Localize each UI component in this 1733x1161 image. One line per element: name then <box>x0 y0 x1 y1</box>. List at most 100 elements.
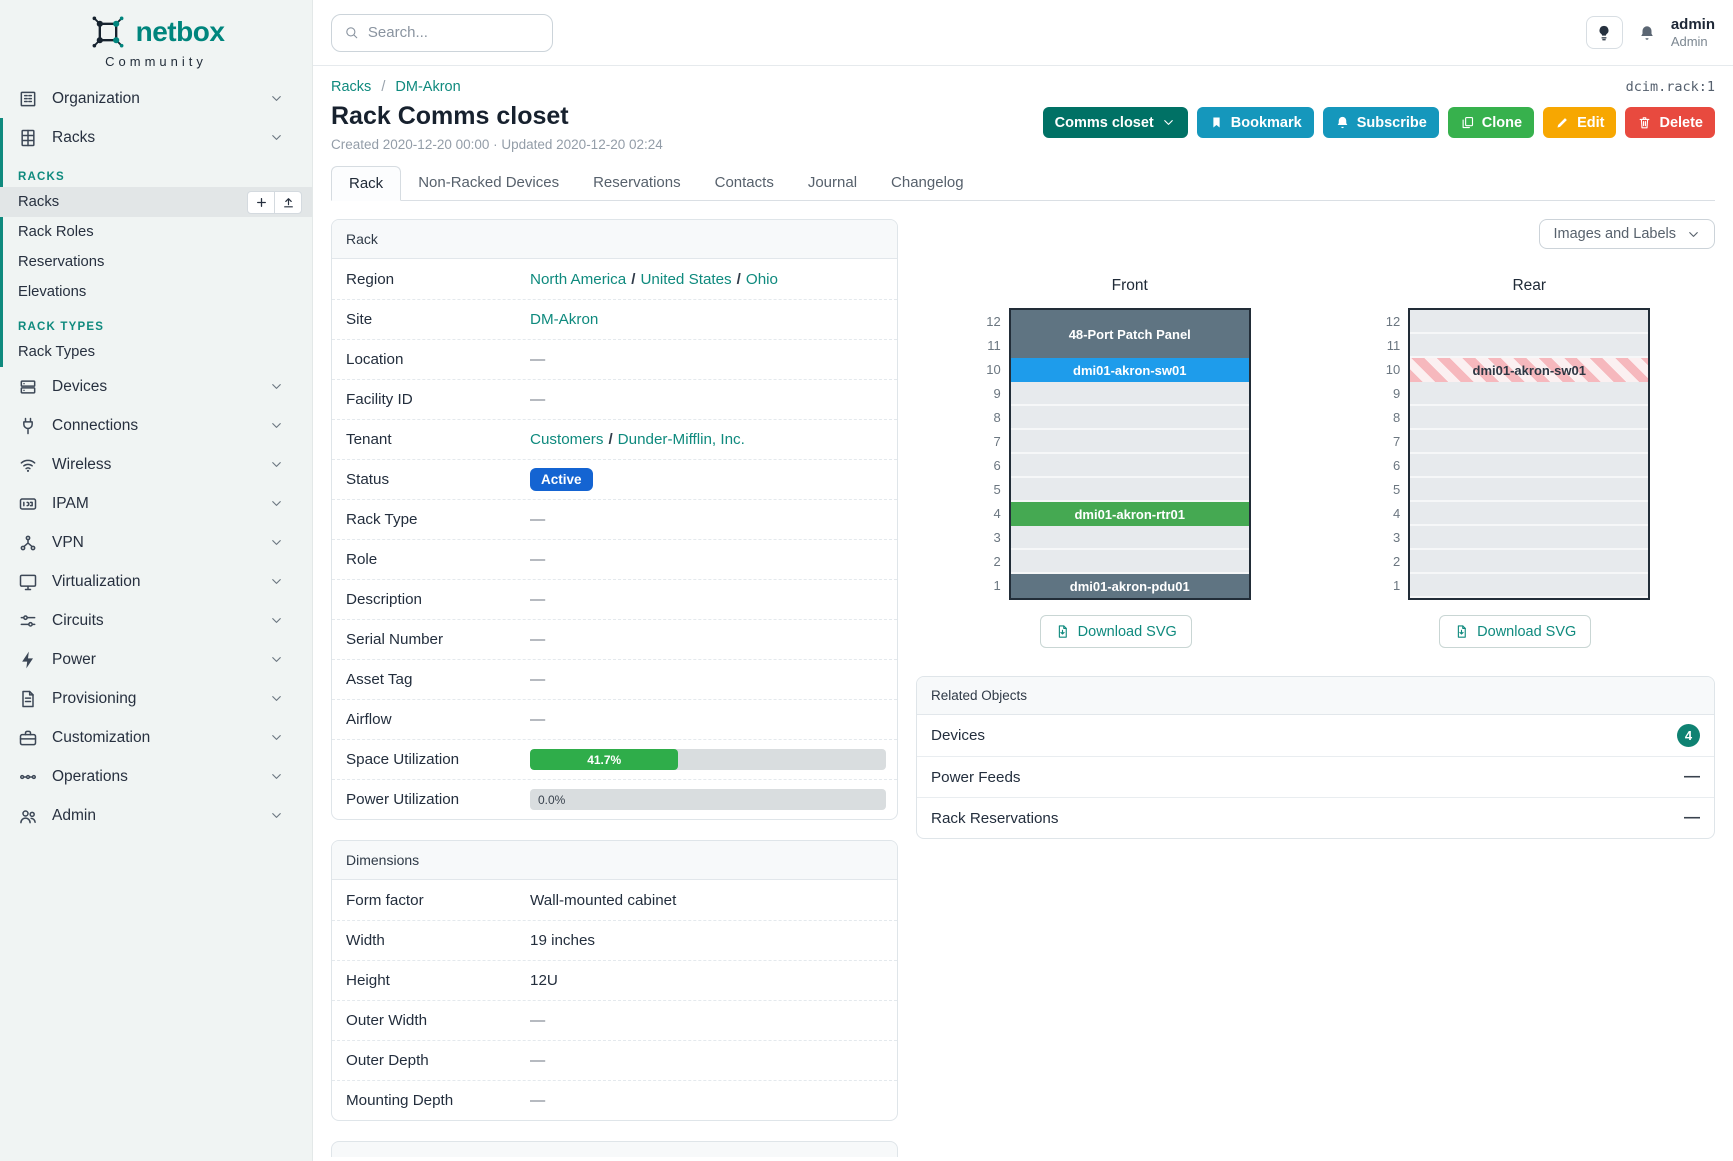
rack-unit-device[interactable]: dmi01-akron-sw01 <box>1410 358 1649 382</box>
subscribe-button[interactable]: Subscribe <box>1322 107 1439 138</box>
detail-value: — <box>530 671 883 688</box>
user-menu[interactable]: admin Admin <box>1671 16 1715 50</box>
sidebar-item-provisioning[interactable]: Provisioning <box>0 679 312 718</box>
sidebar-item-admin[interactable]: Admin <box>0 796 312 835</box>
sidebar-item-label: Operations <box>52 767 128 785</box>
file-down-icon <box>1454 624 1469 639</box>
chevron-down-icon <box>269 496 284 511</box>
sidebar-item-wireless[interactable]: Wireless <box>0 445 312 484</box>
detail-label: Serial Number <box>346 631 444 648</box>
sidebar-item-ipam[interactable]: IPAM <box>0 484 312 523</box>
detail-label: Site <box>346 311 373 328</box>
delete-button[interactable]: Delete <box>1625 107 1715 138</box>
link-customers[interactable]: Customers <box>530 431 604 448</box>
notifications-button[interactable] <box>1638 24 1656 42</box>
brand-logo[interactable]: netbox Community <box>0 12 312 69</box>
add-rack-button[interactable] <box>247 190 275 214</box>
import-racks-button[interactable] <box>274 190 302 214</box>
unit-number: 8 <box>993 410 1001 425</box>
rack-unit-device[interactable]: dmi01-akron-rtr01 <box>1010 502 1249 526</box>
sidebar-item-power[interactable]: Power <box>0 640 312 679</box>
detail-label: Space Utilization <box>346 751 460 768</box>
detail-text: — <box>530 631 546 648</box>
breadcrumb-site[interactable]: DM-Akron <box>395 79 461 95</box>
link-ohio[interactable]: Ohio <box>745 270 778 288</box>
unit-number: 7 <box>1393 434 1401 449</box>
detail-row-tenant: Tenant Customers / Dunder-Mifflin, Inc. <box>332 419 897 459</box>
breadcrumb-racks[interactable]: Racks <box>331 79 372 95</box>
sidebar-item-circuits[interactable]: Circuits <box>0 601 312 640</box>
tab-reservations[interactable]: Reservations <box>593 174 681 191</box>
detail-value: 41.7% <box>530 749 886 770</box>
sidebar-item-label: Admin <box>52 806 96 824</box>
chevron-down-icon <box>269 418 284 433</box>
link-united-states[interactable]: United States <box>640 270 732 288</box>
chevron-down-icon <box>269 91 284 106</box>
sidebar-item-connections[interactable]: Connections <box>0 406 312 445</box>
rack-unit-empty <box>1010 550 1249 574</box>
related-row-rack-reservations[interactable]: Rack Reservations — <box>917 797 1714 838</box>
sidebar-item-label: Connections <box>52 416 139 434</box>
tab-changelog[interactable]: Changelog <box>891 174 964 191</box>
sidebar-section-header: RACKS <box>18 171 65 183</box>
rack-unit-device[interactable]: 48-Port Patch Panel <box>1010 310 1249 358</box>
bookmark-button[interactable]: Bookmark <box>1196 107 1314 138</box>
related-label: Power Feeds <box>931 768 1021 786</box>
sidebar-item-virtualization[interactable]: Virtualization <box>0 562 312 601</box>
sidebar-item-customization[interactable]: Customization <box>0 718 312 757</box>
sidebar-item-operations[interactable]: Operations <box>0 757 312 796</box>
tab-journal[interactable]: Journal <box>807 174 858 191</box>
link-north-america[interactable]: North America <box>530 270 627 288</box>
tab-contacts[interactable]: Contacts <box>714 174 774 191</box>
detail-value: 0.0% <box>530 789 886 810</box>
link-dm-akron[interactable]: DM-Akron <box>530 311 599 328</box>
tab-rack[interactable]: Rack <box>331 166 402 201</box>
related-label: Rack Reservations <box>931 809 1059 827</box>
sidebar-item-rack-roles[interactable]: Rack Roles <box>0 217 312 247</box>
sidebar-item-label: Racks <box>52 128 96 146</box>
sidebar-item-label: Rack Roles <box>18 224 94 240</box>
rack-unit-empty <box>1410 454 1649 478</box>
related-label: Devices <box>931 727 986 744</box>
circuit-icon <box>18 611 38 631</box>
tab-non-racked-devices[interactable]: Non-Racked Devices <box>418 174 560 191</box>
sidebar-item-rack-types[interactable]: Rack Types <box>0 337 312 367</box>
detail-row-status: Status Active <box>332 459 897 499</box>
front-download-svg-button[interactable]: Download SVG <box>1039 615 1192 648</box>
detail-row-facility-id: Facility ID — <box>332 379 897 419</box>
elevation-display-select[interactable]: Images and Labels <box>1539 219 1715 249</box>
related-row-power-feeds[interactable]: Power Feeds — <box>917 756 1714 797</box>
unit-number: 12 <box>1385 314 1401 329</box>
sidebar-item-racks[interactable]: Racks <box>0 118 312 157</box>
link-dunder-mifflin-inc[interactable]: Dunder-Mifflin, Inc. <box>617 431 745 448</box>
edit-button[interactable]: Edit <box>1543 107 1617 138</box>
progress-bar: 41.7% <box>530 749 886 770</box>
rack-unit-device[interactable]: dmi01-akron-pdu01 <box>1010 574 1249 598</box>
detail-value: — <box>530 711 883 728</box>
clone-button[interactable]: Clone <box>1447 107 1535 138</box>
sidebar-item-devices[interactable]: Devices <box>0 367 312 406</box>
rack-unit-empty <box>1410 310 1649 334</box>
search-input[interactable] <box>367 24 540 41</box>
unit-number: 11 <box>1386 338 1401 353</box>
detail-label: Rack Type <box>346 511 418 528</box>
sidebar-item-organization[interactable]: Organization <box>0 79 312 118</box>
sidebar-item-elevations[interactable]: Elevations <box>0 277 312 307</box>
unit-number: 2 <box>993 554 1001 569</box>
rear-download-svg-button[interactable]: Download SVG <box>1439 615 1592 648</box>
rack-unit-empty <box>1410 334 1649 358</box>
related-row-devices[interactable]: Devices 4 <box>917 715 1714 756</box>
sidebar-item-reservations[interactable]: Reservations <box>0 247 312 277</box>
unit-number: 6 <box>993 458 1001 473</box>
related-empty-value: — <box>1684 768 1700 785</box>
unit-number: 4 <box>1393 506 1401 521</box>
sidebar-item-vpn[interactable]: VPN <box>0 523 312 562</box>
detail-row-site: Site DM-Akron <box>332 299 897 339</box>
rack-group-select-button[interactable]: Comms closet <box>1042 107 1188 138</box>
theme-toggle-button[interactable] <box>1585 16 1623 49</box>
sidebar-item-racks[interactable]: Racks <box>0 187 312 217</box>
rack-unit-device[interactable]: dmi01-akron-sw01 <box>1010 358 1249 382</box>
bell-icon <box>1638 24 1656 42</box>
rack-unit-label: 48-Port Patch Panel <box>1068 326 1191 342</box>
detail-value: Active <box>530 468 883 491</box>
